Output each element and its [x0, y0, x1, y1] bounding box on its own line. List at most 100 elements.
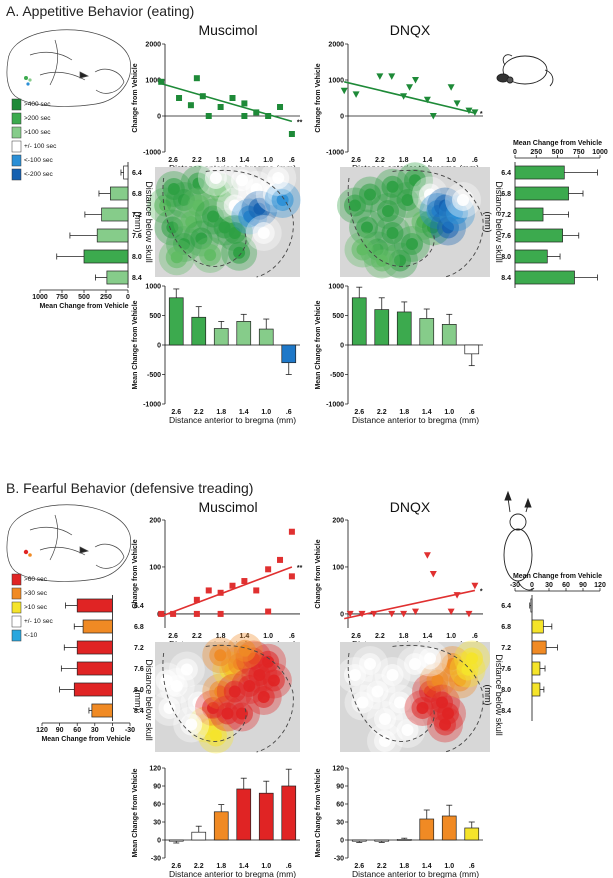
microinjection-site: [466, 652, 478, 665]
rat-treading-illustration: [503, 490, 535, 591]
x-tick-label: 2.2: [194, 409, 204, 416]
microinjection-site: [394, 254, 406, 267]
x-axis-label: Mean Change from Vehicle: [513, 140, 602, 147]
bar: [101, 207, 129, 222]
bar: [419, 818, 435, 841]
svg-text:<-200 sec: <-200 sec: [24, 171, 53, 178]
data-point: [217, 610, 224, 617]
A-dnqx-bars: -1000 -500 0 500 1000 2.6 2.2 1.8 1.4 1.0 .6Distan…: [315, 284, 483, 425]
x-tick-label: 2.6: [354, 409, 364, 416]
y-tick-label: 0: [340, 611, 344, 618]
bar: [73, 682, 113, 697]
y-tick-label: 500: [332, 313, 344, 320]
depth-axis-label: Distance below skull: [144, 659, 154, 741]
legend-b-item-2: >10 sec: [11, 601, 48, 614]
data-point: [241, 578, 248, 585]
data-point: [465, 107, 473, 115]
x-tick-label: .6: [469, 863, 475, 870]
data-point: [170, 610, 177, 617]
section-a-title: A. Appetitive Behavior (eating): [6, 3, 194, 19]
microinjection-site: [192, 199, 205, 212]
y-axis-label: Mean Change from Vehicle: [132, 300, 139, 389]
x-tick-label: 1.4: [423, 633, 433, 640]
microinjection-site: [228, 685, 241, 698]
y-axis-label: Change from Vehicle: [315, 63, 322, 132]
bar: [83, 249, 129, 264]
A-muscimol-bars: -1000 -500 0 500 1000 2.6 2.2 1.8 1.4 1.0 .6Distan…: [132, 284, 300, 425]
svg-text:+/- 100 sec: +/- 100 sec: [24, 143, 57, 150]
bar: [91, 703, 113, 718]
x-tick-label: 30: [91, 727, 99, 734]
y-tick-label: 90: [153, 784, 161, 791]
data-point: [205, 587, 212, 594]
x-tick-label: 1.4: [239, 409, 249, 416]
microinjection-site: [192, 696, 205, 709]
bar: [110, 186, 129, 201]
x-tick-label: .6: [286, 409, 292, 416]
trend-line: [160, 82, 293, 123]
data-point: [346, 610, 354, 618]
y-tick-label: 500: [149, 313, 161, 320]
bar: [168, 297, 184, 346]
depth-tick-label: 6.8: [132, 191, 142, 198]
data-point: [241, 113, 248, 119]
x-tick-label: 0: [513, 149, 517, 156]
boundary-dashed: [392, 169, 484, 278]
depth-tick-label: 7.2: [132, 212, 142, 219]
y-tick-label: -1000: [326, 150, 344, 157]
x-tick-label: 1.8: [399, 157, 409, 164]
bar: [281, 785, 297, 841]
y-tick-label: 120: [149, 766, 161, 773]
x-tick-label: 120: [36, 727, 48, 734]
trend-line: [160, 566, 293, 618]
x-tick-label: 1.0: [263, 633, 273, 640]
depth-axis-unit: (mm): [133, 690, 143, 711]
depth-tick-label: 6.8: [501, 191, 511, 198]
section-b-title: B. Fearful Behavior (defensive treading): [6, 480, 253, 496]
microinjection-site: [409, 174, 421, 187]
data-point: [193, 75, 200, 82]
y-axis-label: Change from Vehicle: [132, 539, 139, 608]
microinjection-site: [424, 188, 436, 201]
y-tick-label: 90: [336, 784, 344, 791]
microinjection-site: [221, 707, 234, 720]
y-tick-label: 120: [332, 766, 344, 773]
bar: [464, 827, 480, 841]
legend-b-item-3: +/- 10 sec: [11, 615, 53, 628]
depth-tick-label: 7.2: [134, 645, 144, 652]
legend-b-item-4: <-10: [11, 629, 38, 642]
data-point: [406, 84, 414, 91]
x-tick-label: 60: [73, 727, 81, 734]
a-muscimol-depth-label: Distance below skull(mm): [133, 181, 154, 263]
x-tick-label: 750: [573, 149, 585, 156]
svg-text:<-10: <-10: [24, 632, 38, 639]
x-tick-label: 1.0: [446, 633, 456, 640]
x-tick-label: 90: [56, 727, 64, 734]
data-point: [400, 610, 408, 618]
microinjection-site: [364, 188, 376, 201]
significance-label: **: [297, 565, 303, 572]
data-point: [265, 113, 272, 119]
microinjection-site: [209, 729, 222, 742]
x-tick-label: -30: [510, 582, 520, 589]
x-axis-label: Distance anterior to bregma (mm): [352, 869, 479, 878]
data-point: [288, 131, 295, 137]
x-tick-label: 60: [562, 582, 570, 589]
data-point: [412, 77, 419, 84]
bar: [374, 309, 390, 346]
x-tick-label: 1.0: [444, 863, 454, 870]
x-tick-label: .6: [289, 633, 295, 640]
depth-tick-label: 7.2: [501, 212, 511, 219]
bar: [514, 228, 563, 243]
microinjection-site: [257, 227, 270, 239]
depth-tick-label: 8.0: [501, 254, 511, 261]
data-point: [158, 78, 165, 85]
data-point: [277, 104, 284, 110]
x-tick-label: .6: [472, 633, 478, 640]
legend-a: >400 sec >200 sec >100 sec +/- 100 sec <…: [11, 98, 57, 181]
microinjection-site: [207, 210, 219, 223]
x-tick-label: 2.6: [171, 863, 181, 870]
microinjection-site: [416, 702, 429, 714]
